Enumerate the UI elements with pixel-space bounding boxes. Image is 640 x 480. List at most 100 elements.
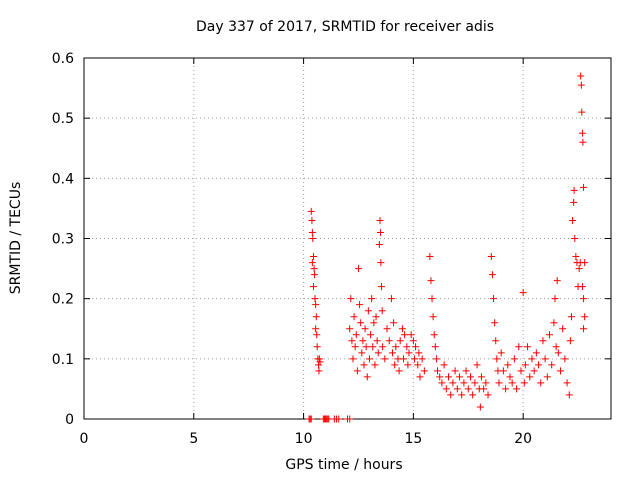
- data-point: [392, 343, 400, 351]
- data-point: [357, 319, 365, 327]
- data-point: [502, 385, 510, 393]
- data-point: [390, 319, 398, 327]
- data-point: [455, 373, 463, 381]
- data-point: [432, 355, 440, 363]
- data-point: [556, 367, 564, 375]
- data-point: [335, 415, 343, 423]
- data-point: [519, 289, 527, 297]
- data-point: [520, 379, 528, 387]
- x-tick-label: 0: [80, 431, 89, 447]
- data-point: [451, 367, 459, 375]
- data-point: [482, 379, 490, 387]
- data-point: [369, 343, 377, 351]
- data-point: [309, 235, 317, 242]
- data-point: [358, 349, 366, 357]
- data-point: [313, 331, 321, 339]
- data-point: [438, 379, 446, 387]
- data-point: [374, 349, 382, 357]
- data-point: [312, 325, 320, 333]
- data-point: [504, 361, 512, 369]
- data-point: [418, 355, 426, 363]
- data-point: [577, 81, 585, 89]
- y-tick-labels: 0 0.1 0.2 0.3 0.4 0.5 0.6: [52, 51, 74, 428]
- x-tick-label: 10: [295, 431, 313, 447]
- data-point: [375, 241, 383, 249]
- data-point: [488, 271, 496, 279]
- data-point: [362, 343, 370, 351]
- data-point: [477, 373, 485, 381]
- data-point: [308, 228, 316, 236]
- data-point: [490, 295, 498, 303]
- data-point: [370, 319, 378, 327]
- data-point: [316, 358, 324, 366]
- data-point: [398, 325, 406, 333]
- data-point: [391, 361, 399, 369]
- data-point: [539, 337, 547, 345]
- data-point: [580, 325, 588, 333]
- data-point: [364, 307, 372, 315]
- data-point: [356, 301, 364, 309]
- y-tick-label: 0.2: [52, 292, 74, 308]
- data-point: [368, 295, 376, 303]
- data-point: [508, 379, 516, 387]
- data-point: [548, 361, 556, 369]
- data-point: [577, 72, 585, 80]
- data-point: [403, 343, 411, 351]
- data-point: [313, 343, 321, 351]
- data-point: [535, 361, 543, 369]
- data-point: [377, 259, 385, 267]
- data-point: [581, 313, 589, 321]
- data-point: [487, 253, 495, 261]
- data-point: [315, 367, 323, 375]
- data-point: [580, 183, 588, 191]
- data-point: [354, 265, 362, 273]
- x-tick-label: 20: [514, 431, 532, 447]
- data-point: [476, 403, 484, 411]
- y-tick-label: 0.6: [52, 51, 74, 67]
- y-axis-label: SRMTID / TECUs: [8, 182, 24, 295]
- data-point: [385, 337, 393, 345]
- x-tick-label: 5: [189, 431, 198, 447]
- data-point: [373, 337, 381, 345]
- data-point: [312, 301, 320, 309]
- data-point: [383, 325, 391, 333]
- data-point: [359, 337, 367, 345]
- data-point: [376, 216, 384, 224]
- data-point: [409, 337, 417, 345]
- data-point: [551, 295, 559, 303]
- data-point: [484, 391, 492, 399]
- data-point: [431, 343, 439, 351]
- data-point: [405, 349, 413, 357]
- grid-lines: [84, 58, 611, 419]
- data-point: [578, 283, 586, 291]
- data-point: [429, 313, 437, 321]
- x-axis-label: GPS time / hours: [285, 457, 402, 473]
- data-point: [389, 349, 397, 357]
- data-point: [350, 313, 358, 321]
- data-point: [353, 367, 361, 375]
- data-point: [570, 186, 578, 194]
- data-point: [513, 385, 521, 393]
- data-point: [434, 367, 442, 375]
- data-point: [412, 343, 420, 351]
- data-point: [387, 295, 395, 303]
- y-tick-label: 0.3: [52, 232, 74, 248]
- data-point: [420, 367, 428, 375]
- data-point: [308, 216, 316, 224]
- data-point: [415, 349, 423, 357]
- data-point: [563, 379, 571, 387]
- data-point: [491, 319, 499, 327]
- data-point: [381, 355, 389, 363]
- data-point: [565, 391, 573, 399]
- data-point: [554, 349, 562, 357]
- data-point: [404, 361, 412, 369]
- data-point: [506, 373, 514, 381]
- data-point: [567, 313, 575, 321]
- data-point: [378, 283, 386, 291]
- data-point: [569, 216, 577, 224]
- data-point: [346, 415, 354, 423]
- data-point: [348, 337, 356, 345]
- data-point: [365, 355, 373, 363]
- data-point: [466, 373, 474, 381]
